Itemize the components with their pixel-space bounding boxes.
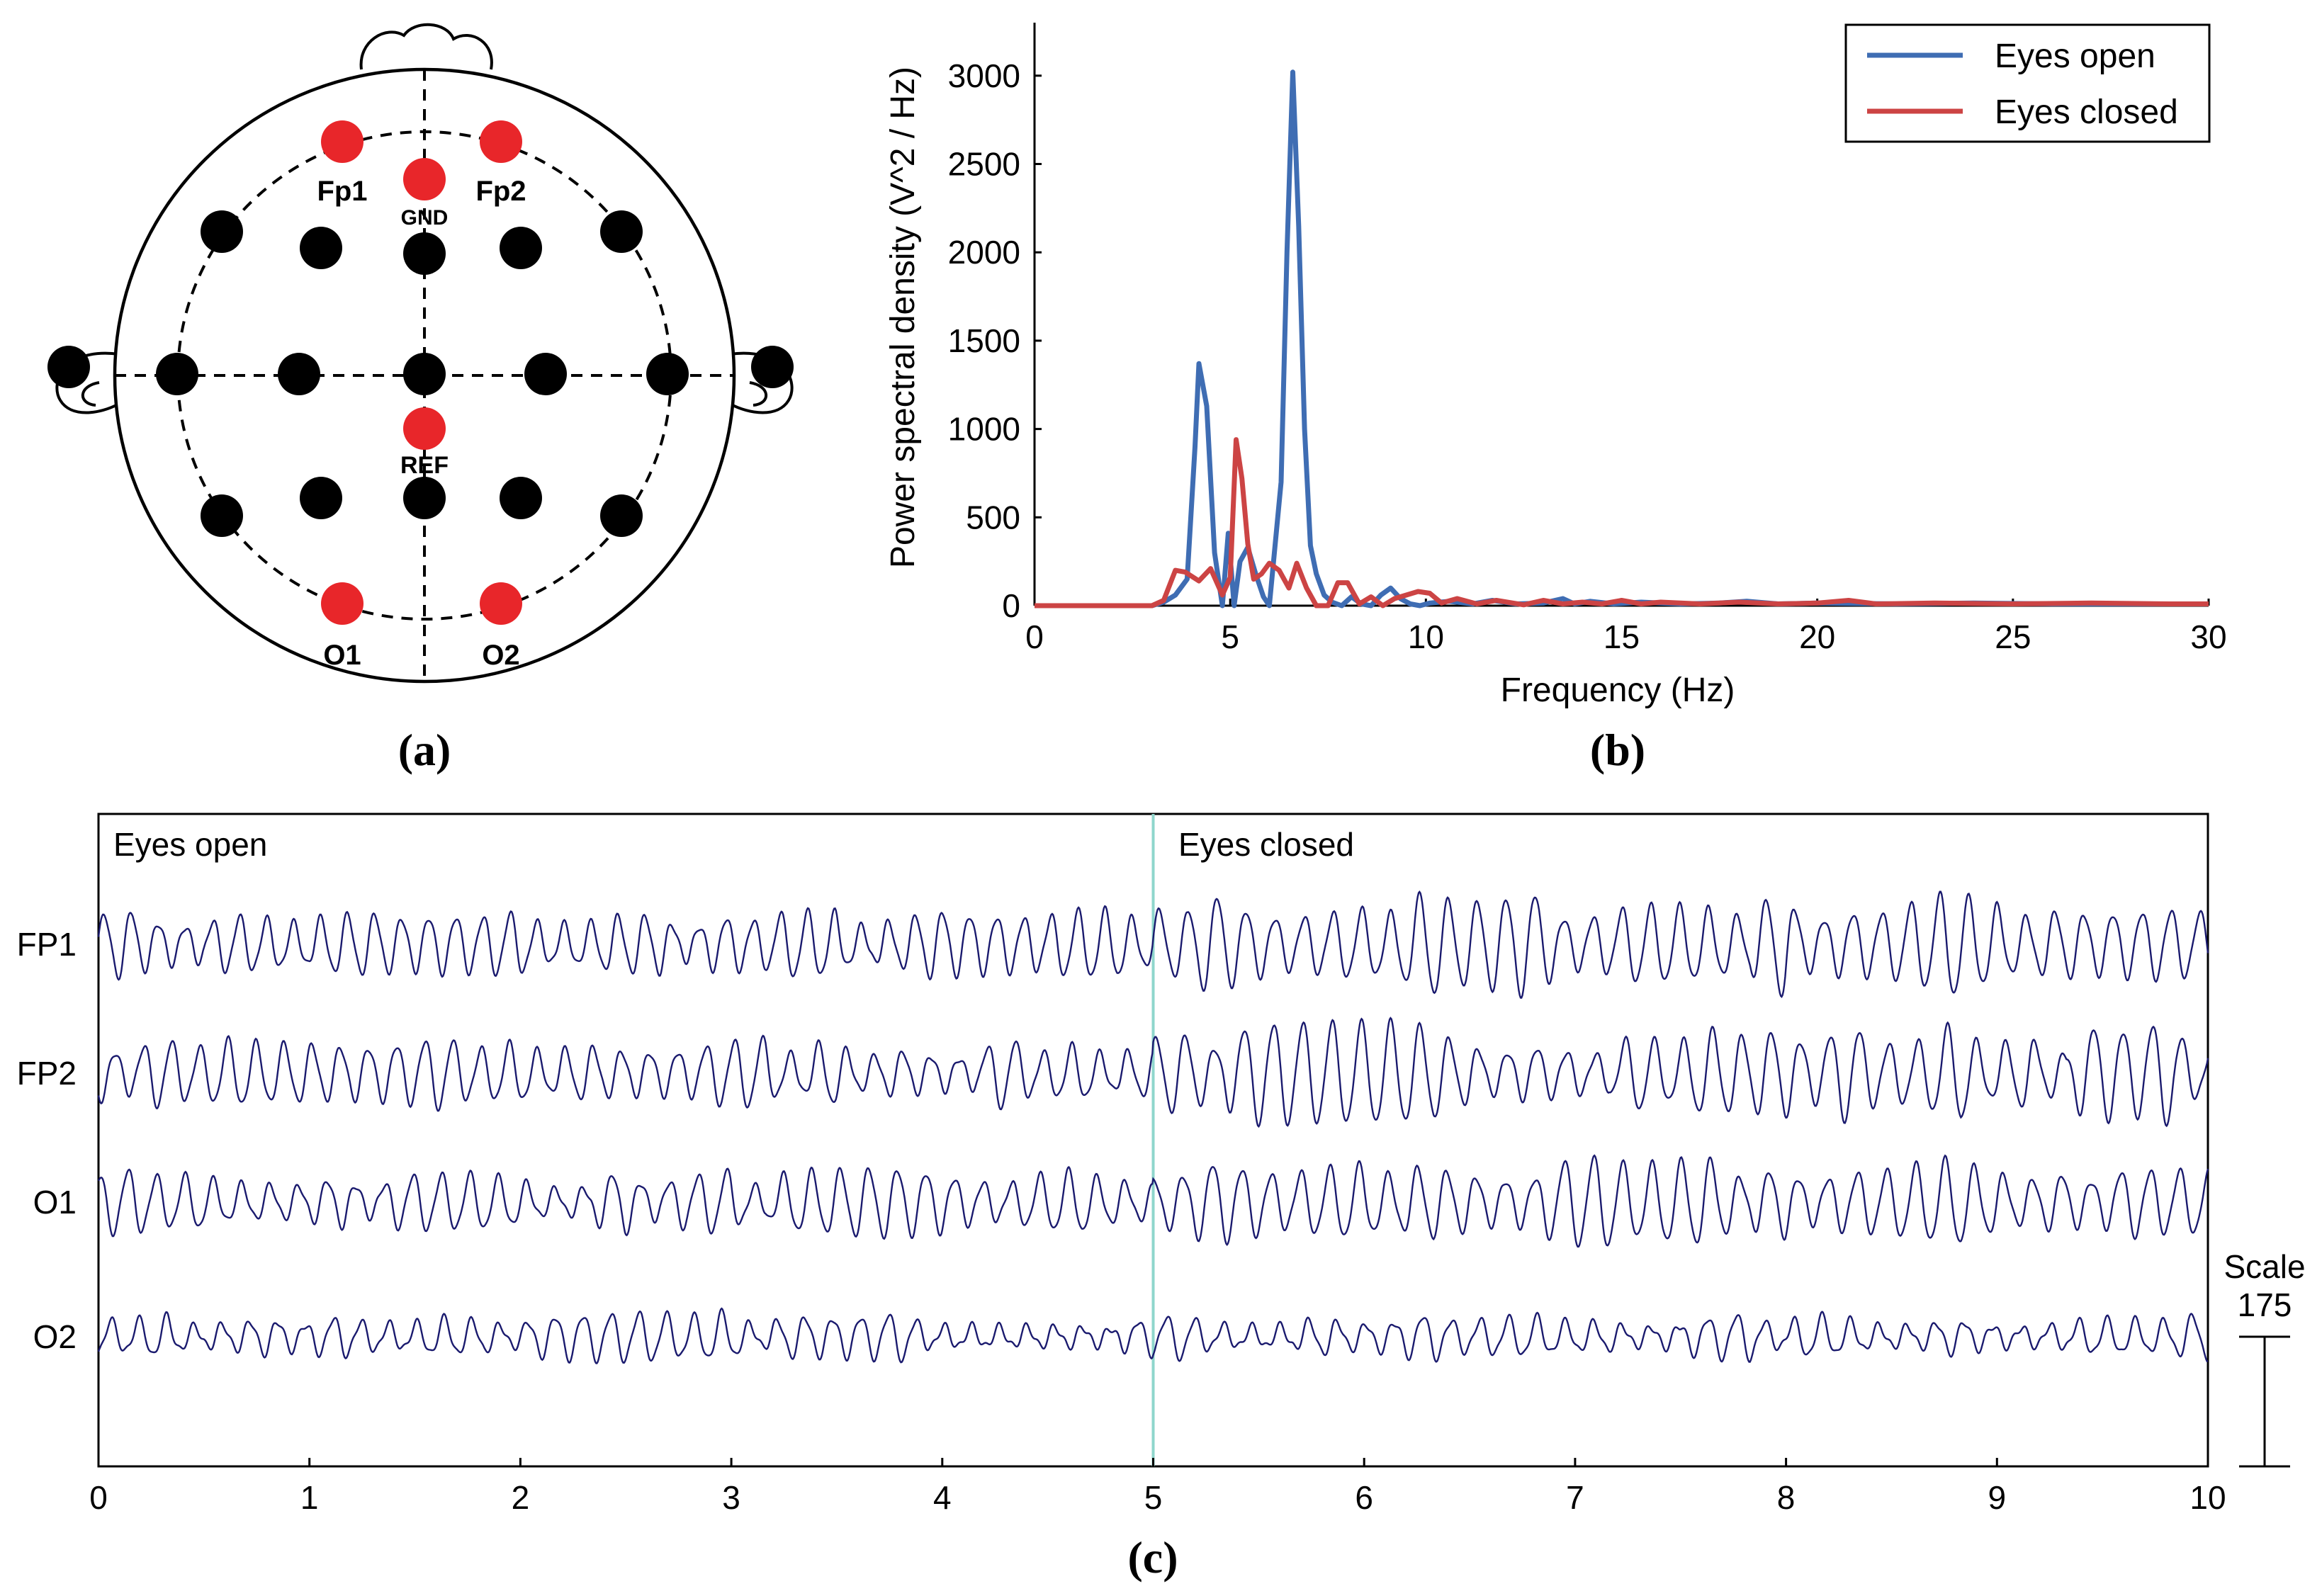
psd-y-tick-label: 2500	[948, 146, 1020, 183]
electrode-o2	[480, 582, 522, 625]
eeg-x-tick-label: 4	[933, 1479, 952, 1516]
psd-chart: 0 5 10 15 20 25 30 0 500 1000 1500 2000 2500 3000 Fre…	[884, 23, 2227, 775]
electrode-unlabeled	[403, 353, 446, 395]
eeg-x-tick-label: 6	[1355, 1479, 1373, 1516]
electrode-unlabeled	[300, 477, 342, 519]
psd-y-tick-label: 2000	[948, 234, 1020, 271]
psd-legend-box	[1844, 23, 2211, 143]
eeg-x-tick-label: 8	[1777, 1479, 1796, 1516]
psd-x-tick-label: 0	[1025, 618, 1044, 655]
eeg-time-axis: 0 1 2 3 4 5 6 7 8 9 10	[89, 1458, 2226, 1516]
electrode-label-fp1: Fp1	[317, 176, 367, 207]
electrode-unlabeled	[300, 227, 342, 269]
electrode-label-ref: REF	[400, 452, 449, 479]
panel-b-caption: (b)	[1590, 725, 1645, 775]
legend-label-eyes-open: Eyes open	[1995, 38, 2155, 75]
electrode-unlabeled	[201, 210, 243, 253]
electrode-fp1	[321, 120, 363, 163]
panel-c-caption: (c)	[1127, 1532, 1178, 1583]
psd-x-tick-label: 15	[1604, 618, 1640, 655]
electrode-unlabeled	[500, 227, 542, 269]
electrode-label-o2: O2	[482, 640, 519, 671]
head-left-ear-inner	[81, 381, 100, 407]
psd-x-tick-label: 25	[1995, 618, 2031, 655]
electrode-unlabeled	[403, 477, 446, 519]
eeg-x-tick-label: 7	[1566, 1479, 1584, 1516]
head-nose	[359, 23, 493, 70]
electrode-unlabeled	[500, 477, 542, 519]
electrode-unlabeled	[47, 346, 90, 388]
panel-a-caption: (a)	[398, 725, 451, 775]
channel-label-o2: O2	[33, 1318, 77, 1355]
eeg-x-tick-label: 0	[89, 1479, 108, 1516]
electrode-unlabeled	[600, 494, 643, 537]
eeg-trace-o1	[97, 1154, 2209, 1248]
electrode-unlabeled	[524, 353, 567, 395]
eeg-x-tick-label: 3	[722, 1479, 740, 1516]
electrode-unlabeled	[600, 210, 643, 253]
psd-legend: Eyes open Eyes closed	[1844, 23, 2211, 143]
psd-y-axis-label: Power spectral density (V^2 / Hz)	[884, 67, 922, 568]
scale-value: 175	[2238, 1286, 2292, 1323]
psd-lines	[1035, 69, 2209, 609]
annotation-eyes-closed: Eyes closed	[1178, 826, 1354, 863]
electrode-label-gnd: GND	[401, 206, 449, 230]
electrodes: Fp1 Fp2 GND REF O1 O2	[47, 120, 794, 671]
electrode-o1	[321, 582, 363, 625]
eeg-traces: FP1 FP2 O1 O2	[17, 890, 2209, 1364]
psd-series-eyes-open	[1035, 69, 2209, 609]
eeg-x-tick-label: 10	[2189, 1479, 2226, 1516]
eeg-x-tick-label: 1	[300, 1479, 319, 1516]
electrode-unlabeled	[201, 494, 243, 537]
eeg-x-tick-label: 9	[1988, 1479, 2007, 1516]
psd-y-tick-label: 500	[966, 499, 1020, 536]
eeg-x-tick-label: 5	[1144, 1479, 1163, 1516]
electrode-head-map: Fp1 Fp2 GND REF O1 O2 (a)	[47, 23, 794, 775]
electrode-unlabeled	[278, 353, 320, 395]
electrode-unlabeled	[646, 353, 689, 395]
channel-label-o1: O1	[33, 1184, 77, 1221]
electrode-label-o1: O1	[323, 640, 361, 671]
electrode-fp2	[480, 120, 522, 163]
psd-axes: 0 5 10 15 20 25 30 0 500 1000 1500 2000 2500 3000	[948, 23, 2227, 655]
channel-label-fp2: FP2	[17, 1055, 77, 1092]
psd-x-tick-label: 30	[2190, 618, 2226, 655]
eeg-trace-fp1	[97, 890, 2209, 999]
psd-x-tick-label: 10	[1408, 618, 1444, 655]
scale-label: Scale	[2224, 1248, 2305, 1285]
channel-label-fp1: FP1	[17, 926, 77, 963]
psd-y-tick-label: 1000	[948, 411, 1020, 448]
psd-x-tick-label: 5	[1221, 618, 1239, 655]
eeg-trace-fp2	[97, 1017, 2209, 1128]
head-right-ear-inner	[749, 381, 768, 407]
psd-x-tick-label: 20	[1799, 618, 1835, 655]
psd-y-tick-label: 0	[1002, 587, 1020, 624]
scale-bar: Scale 175	[2224, 1248, 2306, 1468]
electrode-ref	[403, 407, 446, 450]
psd-x-axis-label: Frequency (Hz)	[1501, 672, 1735, 709]
psd-series-eyes-closed	[1035, 437, 2209, 609]
psd-y-tick-label: 3000	[948, 57, 1020, 94]
eeg-trace-o2	[97, 1307, 2209, 1364]
electrode-unlabeled	[156, 353, 198, 395]
psd-y-tick-label: 1500	[948, 322, 1020, 359]
eeg-traces-chart: Eyes open Eyes closed FP1 FP2 O1 O2 0 1 2 3 4 5 6…	[17, 813, 2306, 1583]
annotation-eyes-open: Eyes open	[113, 826, 267, 863]
eeg-x-tick-label: 2	[512, 1479, 530, 1516]
electrode-unlabeled	[403, 232, 446, 275]
electrode-label-fp2: Fp2	[475, 176, 526, 207]
electrode-gnd	[403, 158, 446, 200]
electrode-unlabeled	[751, 346, 794, 388]
legend-label-eyes-closed: Eyes closed	[1995, 94, 2178, 131]
